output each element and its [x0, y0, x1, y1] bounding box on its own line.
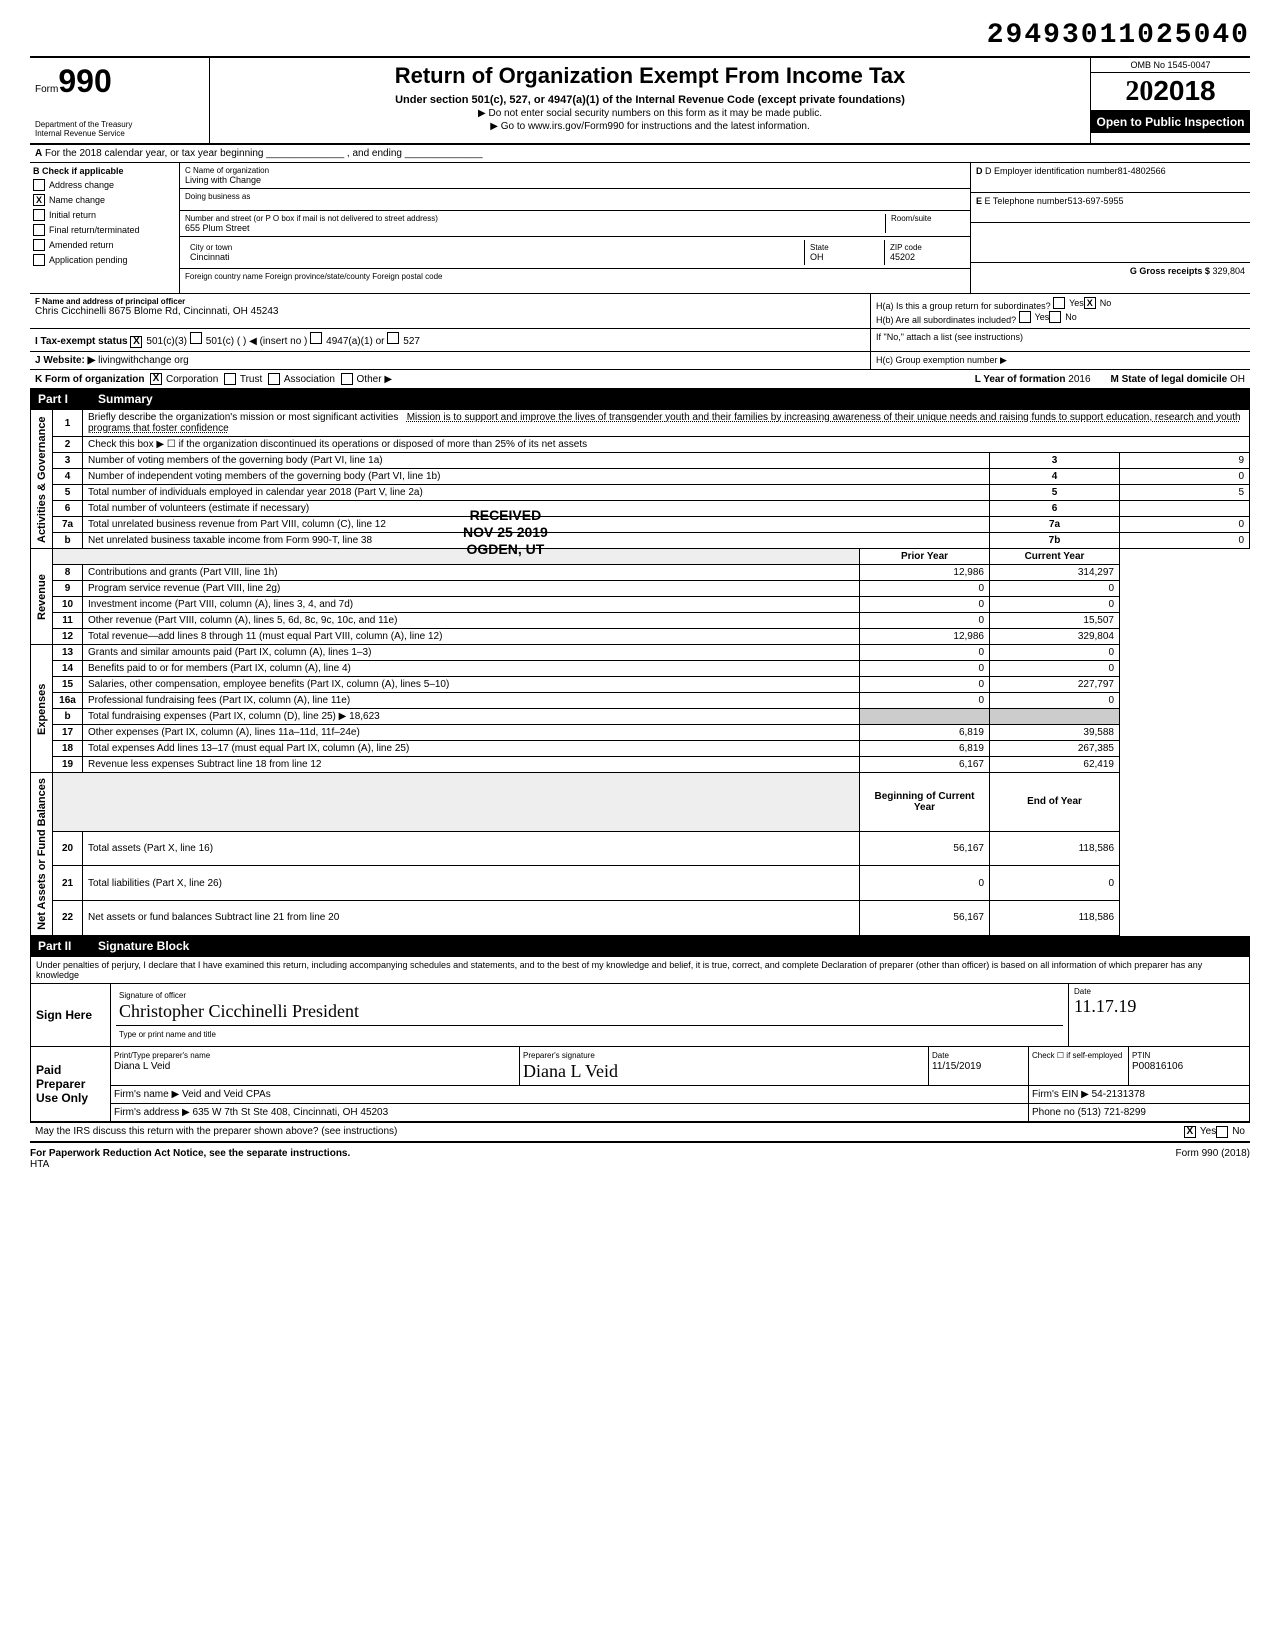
line7b-val: 0: [1120, 533, 1250, 549]
checkbox-address-change[interactable]: [33, 179, 45, 191]
principal-officer: Chris Cicchinelli 8675 Blome Rd, Cincinn…: [35, 306, 865, 317]
discuss-no[interactable]: [1216, 1126, 1228, 1138]
firm-name: Veid and Veid CPAs: [182, 1089, 271, 1100]
street-address: 655 Plum Street: [185, 223, 250, 233]
preparer-signature: Diana L Veid: [523, 1061, 618, 1081]
city: Cincinnati: [190, 252, 230, 262]
checkbox-name-change[interactable]: X: [33, 194, 45, 206]
ha-yes[interactable]: [1053, 297, 1065, 309]
hb-no[interactable]: [1049, 311, 1061, 323]
footer: For Paperwork Reduction Act Notice, see …: [30, 1143, 1250, 1170]
open-public: Open to Public Inspection: [1091, 111, 1250, 133]
gross-receipts: 329,804: [1212, 266, 1245, 276]
cb-527[interactable]: [387, 332, 399, 344]
sign-date: 11.17.19: [1074, 996, 1244, 1017]
sign-here-label: Sign Here: [31, 984, 111, 1046]
zip: 45202: [890, 252, 915, 262]
ha-no[interactable]: X: [1084, 297, 1096, 309]
l8-prior: 12,986: [860, 565, 990, 581]
l8-curr: 314,297: [990, 565, 1120, 581]
form-note1: ▶ Do not enter social security numbers o…: [220, 108, 1080, 119]
discuss-question: May the IRS discuss this return with the…: [35, 1126, 397, 1137]
received-stamp: RECEIVED NOV 25 2019 OGDEN, UT: [463, 507, 548, 557]
line2: Check this box ▶ ☐ if the organization d…: [83, 437, 1250, 453]
officer-signature: Christopher Cicchinelli President: [119, 1001, 359, 1021]
cb-other[interactable]: [341, 373, 353, 385]
signature-block: Under penalties of perjury, I declare th…: [30, 956, 1250, 1123]
checkbox-final-return[interactable]: [33, 224, 45, 236]
checkbox-app-pending[interactable]: [33, 254, 45, 266]
perjury-statement: Under penalties of perjury, I declare th…: [31, 957, 1249, 984]
netassets-label: Net Assets or Fund Balances: [31, 773, 53, 936]
col-b-checkboxes: B Check if applicable Address change XNa…: [30, 163, 180, 293]
form-header: Form990 Department of the Treasury Inter…: [30, 56, 1250, 145]
preparer-name: Diana L Veid: [114, 1061, 170, 1072]
dept-treasury: Department of the Treasury Internal Reve…: [35, 120, 204, 138]
prep-date: 11/15/2019: [932, 1061, 981, 1072]
line4-val: 0: [1120, 469, 1250, 485]
part1-header: Part ISummary: [30, 389, 1250, 409]
ein: 81-4802566: [1118, 166, 1166, 176]
line6-val: [1120, 501, 1250, 517]
line3-val: 9: [1120, 453, 1250, 469]
line5-val: 5: [1120, 485, 1250, 501]
summary-table: Activities & Governance 1 Briefly descri…: [30, 409, 1250, 936]
governance-label: Activities & Governance: [31, 410, 53, 549]
cb-trust[interactable]: [224, 373, 236, 385]
cb-501c3[interactable]: X: [130, 336, 142, 348]
firm-phone: (513) 721-8299: [1078, 1107, 1146, 1118]
cb-4947[interactable]: [310, 332, 322, 344]
form-subtitle: Under section 501(c), 527, or 4947(a)(1)…: [220, 94, 1080, 106]
revenue-label: Revenue: [31, 549, 53, 645]
cb-corp[interactable]: X: [150, 373, 162, 385]
state: OH: [810, 252, 824, 262]
checkbox-amended[interactable]: [33, 239, 45, 251]
website: livingwithchange org: [98, 355, 189, 366]
discuss-yes[interactable]: X: [1184, 1126, 1196, 1138]
paid-preparer-label: Paid Preparer Use Only: [31, 1047, 111, 1121]
tax-year: 202018: [1091, 73, 1250, 111]
dln-number: 29493011025040: [30, 20, 1250, 51]
firm-address: 635 W 7th St Ste 408, Cincinnati, OH 452…: [193, 1107, 389, 1118]
form-number: 990: [58, 63, 111, 99]
cb-501c[interactable]: [190, 332, 202, 344]
line7a-val: 0: [1120, 517, 1250, 533]
telephone: 513-697-5955: [1067, 196, 1123, 206]
form-note2: ▶ Go to www.irs.gov/Form990 for instruct…: [220, 121, 1080, 132]
org-name: Living with Change: [185, 175, 261, 185]
part2-header: Part IISignature Block: [30, 936, 1250, 956]
ptin: P00816106: [1132, 1061, 1183, 1072]
firm-ein: 54-2131378: [1092, 1089, 1145, 1100]
state-domicile: OH: [1230, 374, 1245, 385]
row-a-tax-year: A For the 2018 calendar year, or tax yea…: [30, 145, 1250, 163]
cb-assoc[interactable]: [268, 373, 280, 385]
checkbox-initial-return[interactable]: [33, 209, 45, 221]
hb-yes[interactable]: [1019, 311, 1031, 323]
form-footer: Form 990 (2018): [1176, 1148, 1250, 1170]
omb-number: OMB No 1545-0047: [1091, 58, 1250, 73]
expenses-label: Expenses: [31, 645, 53, 773]
year-formation: 2016: [1068, 374, 1090, 385]
form-title: Return of Organization Exempt From Incom…: [220, 63, 1080, 89]
col-b-header: B Check if applicable: [33, 166, 176, 176]
